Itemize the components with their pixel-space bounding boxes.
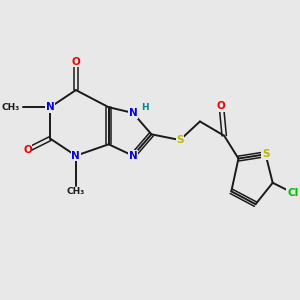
Text: O: O [23, 145, 32, 155]
Text: N: N [128, 108, 137, 118]
Text: Cl: Cl [287, 188, 298, 198]
Text: CH₃: CH₃ [67, 187, 85, 196]
Text: N: N [128, 151, 137, 161]
Text: N: N [71, 151, 80, 161]
Text: N: N [46, 102, 55, 112]
Text: O: O [71, 57, 80, 67]
Text: CH₃: CH₃ [2, 103, 20, 112]
Text: O: O [217, 101, 226, 111]
Text: S: S [176, 135, 184, 145]
Text: H: H [141, 103, 149, 112]
Text: S: S [262, 149, 269, 159]
